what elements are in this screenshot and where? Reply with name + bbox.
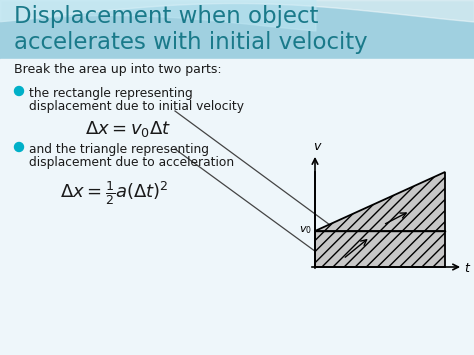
Text: t: t — [464, 262, 469, 274]
Polygon shape — [315, 172, 445, 231]
Text: $v_0$: $v_0$ — [299, 224, 312, 236]
Bar — [0, 0, 474, 60]
Bar — [0, 59, 474, 355]
Circle shape — [15, 87, 24, 95]
Text: accelerates with initial velocity: accelerates with initial velocity — [14, 31, 368, 54]
Text: $\Delta x = v_0 \Delta t$: $\Delta x = v_0 \Delta t$ — [85, 119, 171, 139]
Circle shape — [15, 142, 24, 152]
Text: and the triangle representing: and the triangle representing — [29, 143, 209, 156]
Text: displacement due to initial velocity: displacement due to initial velocity — [29, 100, 244, 113]
Text: Displacement when object: Displacement when object — [14, 5, 319, 28]
Text: displacement due to acceleration: displacement due to acceleration — [29, 156, 234, 169]
Text: Break the area up into two parts:: Break the area up into two parts: — [14, 63, 222, 76]
Polygon shape — [315, 231, 445, 267]
Text: the rectangle representing: the rectangle representing — [29, 87, 193, 100]
Text: $\Delta x = \frac{1}{2} a(\Delta t)^2$: $\Delta x = \frac{1}{2} a(\Delta t)^2$ — [60, 179, 169, 207]
Text: v: v — [313, 140, 321, 153]
